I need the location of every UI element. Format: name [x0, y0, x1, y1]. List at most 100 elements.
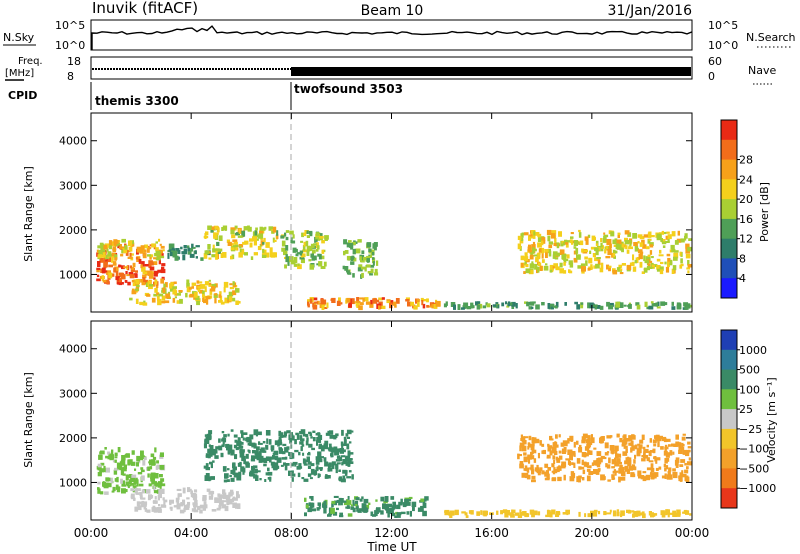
scatter-cell	[346, 461, 351, 464]
scatter-cell	[118, 264, 122, 268]
scatter-cell	[121, 265, 125, 270]
scatter-cell	[248, 450, 251, 454]
scatter-cell	[293, 263, 298, 267]
scatter-cell	[151, 243, 156, 248]
scatter-cell	[661, 239, 666, 243]
scatter-cell	[228, 291, 234, 297]
scatter-cell	[620, 466, 624, 470]
scatter-cell	[544, 463, 549, 468]
scatter-cell	[191, 508, 195, 512]
scatter-cell	[564, 239, 568, 243]
scatter-cell	[103, 250, 107, 254]
scatter-cell	[404, 501, 408, 507]
scatter-cell	[558, 231, 562, 237]
scatter-cell	[546, 510, 551, 515]
scatter-cell	[616, 509, 620, 512]
scatter-cell	[680, 238, 685, 243]
scatter-cell	[514, 512, 518, 516]
scatter-cell	[322, 307, 328, 309]
scatter-cell	[331, 297, 336, 303]
scatter-cell	[278, 430, 282, 437]
scatter-cell	[224, 505, 229, 512]
scatter-cell	[573, 240, 578, 246]
scatter-cell	[206, 299, 209, 305]
scatter-cell	[284, 464, 288, 471]
scatter-cell	[153, 273, 158, 277]
scatter-cell	[128, 272, 134, 276]
scatter-cell	[604, 442, 609, 449]
scatter-cell	[581, 452, 587, 457]
scatter-cell	[581, 436, 586, 442]
scatter-cell	[585, 462, 590, 466]
scatter-cell	[612, 252, 616, 257]
scatter-cell	[500, 510, 503, 515]
scatter-cell	[197, 286, 201, 289]
scatter-cell	[613, 469, 616, 474]
velocity-colorbar-title: Velocity [m s⁻¹]	[765, 377, 778, 462]
scatter-cell	[325, 432, 330, 436]
scatter-cell	[517, 453, 520, 460]
scatter-cell	[588, 266, 593, 270]
scatter-cell	[99, 257, 104, 263]
scatter-cell	[623, 439, 628, 445]
scatter-cell	[361, 503, 367, 509]
scatter-cell	[366, 255, 371, 259]
scatter-cell	[593, 447, 597, 450]
scatter-cell	[115, 275, 120, 281]
scatter-cell	[130, 495, 135, 499]
scatter-cell	[333, 511, 338, 516]
scatter-cell	[351, 298, 355, 305]
scatter-cell	[294, 463, 297, 467]
scatter-cell	[591, 235, 596, 241]
scatter-cell	[584, 256, 588, 260]
scatter-cell	[186, 286, 191, 293]
scatter-cell	[608, 265, 612, 268]
scatter-cell	[96, 278, 101, 282]
scatter-cell	[319, 456, 324, 459]
scatter-cell	[525, 263, 529, 268]
scatter-cell	[664, 448, 667, 452]
scatter-cell	[504, 512, 509, 518]
scatter-cell	[357, 509, 362, 513]
scatter-cell	[266, 438, 269, 444]
scatter-cell	[169, 283, 174, 289]
scatter-cell	[523, 456, 528, 463]
scatter-cell	[376, 510, 381, 513]
scatter-cell	[99, 451, 102, 455]
scatter-cell	[109, 454, 115, 461]
scatter-cell	[561, 461, 567, 468]
scatter-cell	[653, 443, 657, 447]
scatter-cell	[346, 255, 351, 261]
scatter-cell	[176, 488, 182, 491]
scatter-cell	[616, 453, 622, 458]
scatter-cell	[545, 249, 549, 253]
scatter-cell	[482, 510, 485, 516]
scatter-cell	[632, 466, 637, 471]
scatter-cell	[378, 305, 381, 310]
scatter-cell	[678, 442, 682, 448]
scatter-cell	[341, 462, 344, 466]
scatter-cell	[204, 233, 207, 239]
scatter-cell	[394, 515, 398, 518]
scatter-cell	[569, 239, 573, 244]
scatter-cell	[159, 486, 162, 491]
scatter-cell	[138, 456, 143, 461]
scatter-cell	[614, 238, 618, 242]
scatter-cell	[551, 463, 555, 468]
scatter-cell	[231, 254, 235, 260]
scatter-cell	[584, 236, 589, 241]
scatter-cell	[370, 511, 374, 517]
scatter-cell	[245, 462, 250, 468]
scatter-cell	[614, 461, 620, 467]
scatter-cell	[387, 503, 392, 507]
velocity-colorbar-swatch	[721, 330, 737, 351]
scatter-cell	[621, 248, 624, 253]
scatter-cell	[148, 263, 152, 269]
scatter-cell	[649, 242, 654, 246]
scatter-cell	[243, 226, 249, 231]
scatter-cell	[116, 488, 121, 493]
scatter-cell	[129, 474, 133, 477]
scatter-cell	[570, 439, 573, 442]
